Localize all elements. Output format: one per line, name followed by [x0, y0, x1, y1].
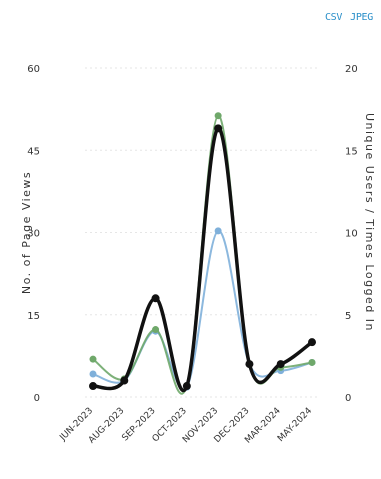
y2-tick-label: 10 [345, 229, 358, 240]
data-point-1 [89, 355, 97, 363]
export-links: CSV JPEG [325, 12, 373, 23]
y-tick-label: 45 [27, 146, 40, 157]
y-tick-label: 60 [27, 64, 40, 75]
series-line-0 [91, 126, 314, 392]
y-tick-label: 0 [34, 393, 40, 404]
data-point-1 [152, 326, 160, 334]
data-point-0 [182, 382, 191, 391]
data-point-0 [120, 376, 129, 385]
x-tick-label: MAY-2024 [276, 406, 314, 444]
y-axis-title: No. of Page Views [20, 171, 33, 294]
data-point-0 [151, 294, 160, 303]
data-point-0 [214, 124, 223, 133]
data-point-0 [276, 360, 285, 369]
data-point-0 [245, 360, 254, 369]
data-point-0 [89, 382, 97, 391]
y2-tick-label: 20 [345, 64, 358, 75]
export-csv-link[interactable]: CSV [324, 12, 343, 23]
y2-axis-title: Unique Users / Times Logged In [363, 113, 376, 332]
data-point-2 [89, 370, 97, 378]
data-point-2 [214, 227, 222, 235]
y2-tick-label: 0 [345, 393, 351, 404]
y-tick-label: 30 [27, 229, 40, 240]
y2-tick-label: 15 [345, 146, 358, 157]
y-tick-label: 15 [27, 311, 40, 322]
data-point-1 [308, 358, 316, 366]
y2-tick-label: 5 [345, 311, 351, 322]
data-point-1 [214, 112, 222, 120]
export-jpeg-link[interactable]: JPEG [350, 12, 373, 23]
data-point-0 [308, 338, 316, 347]
